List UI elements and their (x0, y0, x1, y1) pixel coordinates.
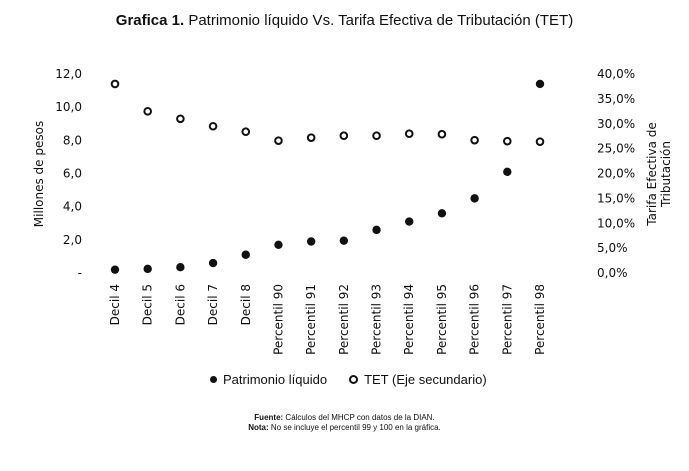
x-tick-label: Decil 5 (141, 284, 155, 325)
patrimonio-point (437, 209, 447, 218)
tet-point (241, 127, 251, 137)
y2-tick-label: 20,0% (597, 167, 635, 181)
y-tick-label: 12,0 (55, 67, 82, 81)
tet-point (143, 107, 152, 116)
patrimonio-point (339, 236, 349, 245)
legend-marker-filled-dot (210, 376, 217, 383)
patrimonio-point (535, 79, 545, 89)
footer-note-text: No se incluye el percentil 99 y 100 en l… (270, 423, 441, 432)
x-tick-label: Percentil 94 (402, 284, 416, 355)
x-tick-label: Decil 6 (173, 284, 187, 325)
tet-point (372, 131, 381, 140)
chart-footer: Fuente: Cálculos del MHCP con datos de l… (0, 413, 689, 433)
legend-item-secondary: TET (Eje secundario) (349, 372, 487, 387)
x-tick-label: Decil 4 (108, 284, 122, 325)
y-tick-label: 8,0 (63, 133, 82, 147)
y2-tick-label: 35,0% (597, 92, 635, 106)
legend-marker-hollow-dot (349, 375, 359, 384)
x-tick-label: Percentil 98 (533, 284, 547, 355)
y2-tick-label: 0,0% (597, 266, 628, 280)
y2-axis-title-line2: Tributación (659, 141, 673, 208)
x-tick-label: Decil 7 (206, 284, 220, 325)
tet-point (437, 129, 447, 139)
footer-source-label: Fuente: (254, 413, 284, 422)
x-tick-label: Percentil 90 (271, 284, 285, 355)
y2-tick-label: 10,0% (597, 216, 635, 230)
patrimonio-point (241, 250, 250, 259)
y2-tick-label: 15,0% (597, 191, 635, 205)
patrimonio-point (274, 240, 283, 250)
footer-note-label: Nota: (248, 423, 269, 432)
legend-label-secondary: TET (Eje secundario) (364, 372, 487, 387)
footer-source-text: Cálculos del MHCP con datos de la DIAN. (285, 413, 435, 422)
tet-point (110, 79, 120, 89)
patrimonio-point (306, 237, 316, 246)
tet-point (208, 121, 218, 131)
y2-tick-label: 30,0% (597, 117, 635, 131)
patrimonio-point (405, 217, 414, 226)
y-tick-label: - (78, 266, 82, 280)
x-tick-label: Percentil 91 (304, 284, 318, 355)
x-tick-label: Percentil 96 (468, 284, 482, 355)
patrimonio-point (372, 225, 381, 235)
tet-point (404, 129, 414, 138)
legend-item-primary: Patrimonio líquido (210, 372, 327, 387)
y-tick-label: 4,0 (63, 200, 82, 214)
y-tick-label: 6,0 (63, 167, 82, 181)
y2-axis-title-line1: Tarifa Efectiva de (645, 122, 659, 226)
y2-tick-label: 25,0% (597, 142, 635, 156)
tet-point (306, 133, 316, 142)
patrimonio-point (470, 194, 479, 203)
x-tick-label: Percentil 95 (435, 284, 449, 355)
patrimonio-point (208, 258, 218, 268)
x-tick-label: Percentil 97 (500, 284, 514, 355)
patrimonio-point (143, 264, 152, 274)
legend-label-primary: Patrimonio líquido (223, 372, 328, 387)
patrimonio-point (176, 262, 185, 272)
y2-tick-label: 40,0% (597, 67, 635, 81)
footer-note-line: Nota: No se incluye el percentil 99 y 10… (0, 423, 689, 433)
tet-point (535, 137, 545, 146)
x-tick-label: Percentil 92 (337, 284, 351, 355)
tet-point (503, 136, 512, 146)
tet-point (176, 114, 185, 124)
tet-point (339, 131, 349, 140)
y2-tick-label: 5,0% (597, 241, 628, 255)
y-tick-label: 2,0 (63, 233, 82, 247)
footer-source-line: Fuente: Cálculos del MHCP con datos de l… (0, 413, 689, 423)
patrimonio-point (503, 167, 512, 177)
tet-point (274, 136, 283, 145)
chart-legend: Patrimonio líquido TET (Eje secundario) (210, 372, 487, 387)
x-tick-label: Percentil 93 (370, 284, 384, 355)
chart-title-bold: Grafica 1. (115, 12, 185, 29)
chart-title-text: Patrimonio líquido Vs. Tarifa Efectiva d… (188, 12, 574, 29)
patrimonio-point (110, 265, 120, 274)
chart-title: Grafica 1. Patrimonio líquido Vs. Tarifa… (0, 12, 689, 29)
x-tick-label: Decil 8 (239, 284, 253, 325)
y-axis-title: Millones de pesos (32, 121, 46, 227)
tet-point (470, 135, 479, 145)
y-tick-label: 10,0 (55, 100, 82, 114)
